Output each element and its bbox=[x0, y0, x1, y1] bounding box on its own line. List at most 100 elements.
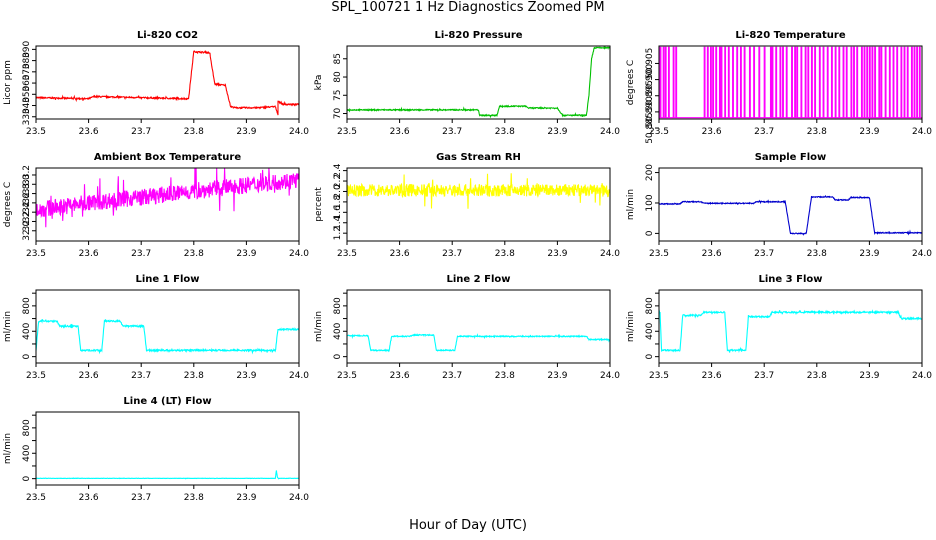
y-tick-label: 33.2 bbox=[22, 165, 32, 185]
x-tick-label: 23.6 bbox=[79, 127, 99, 137]
x-tick-label: 23.8 bbox=[807, 249, 827, 259]
y-axis-label: kPa bbox=[314, 75, 324, 91]
plot-frame bbox=[658, 167, 923, 242]
y-axis-label: Licor ppm bbox=[3, 60, 13, 105]
x-tick-label: 23.6 bbox=[702, 249, 722, 259]
y-tick-label: 0 bbox=[645, 230, 655, 236]
x-tick-label: 24.0 bbox=[289, 371, 309, 381]
plot-frame bbox=[346, 289, 611, 364]
y-tick-label: 800 bbox=[333, 297, 343, 314]
plot-frame bbox=[346, 167, 611, 242]
y-tick-label: 1.6 bbox=[333, 205, 343, 220]
x-tick-label: 23.8 bbox=[184, 371, 204, 381]
series-line bbox=[658, 309, 923, 354]
y-tick-label: 50.885 bbox=[645, 112, 655, 144]
series-line bbox=[346, 173, 611, 209]
chart-panel: Sample Flow ml/min 23.5 23.6 23.7 23.8 23.9 24.… bbox=[626, 152, 932, 259]
x-tick-label: 23.7 bbox=[131, 249, 151, 259]
y-tick-label: 800 bbox=[22, 297, 32, 314]
chart-title: Ambient Box Temperature bbox=[94, 152, 241, 163]
y-tick-label: 80 bbox=[333, 71, 343, 83]
x-tick-label: 23.7 bbox=[442, 249, 462, 259]
x-tick-label: 23.6 bbox=[79, 371, 99, 381]
chart-panel: Line 1 Flow ml/min 23.5 23.6 23.7 23.8 23.9 24.… bbox=[3, 274, 309, 381]
plot-frame bbox=[346, 45, 611, 120]
x-tick-label: 23.9 bbox=[547, 249, 567, 259]
x-tick-label: 23.8 bbox=[495, 127, 515, 137]
chart-panel: Ambient Box Temperature degrees C 23.5 23.6… bbox=[3, 152, 309, 259]
y-tick-label: 330 bbox=[22, 108, 32, 125]
x-tick-label: 23.7 bbox=[754, 127, 774, 137]
plot-frame bbox=[658, 289, 923, 364]
x-tick-label: 23.7 bbox=[442, 127, 462, 137]
chart-title: Line 4 (LT) Flow bbox=[123, 396, 211, 407]
y-tick-label: 2.0 bbox=[333, 184, 343, 199]
y-tick-label: 32.6 bbox=[22, 193, 32, 213]
x-tick-label: 24.0 bbox=[600, 249, 620, 259]
y-tick-label: 1.8 bbox=[333, 194, 343, 209]
x-tick-label: 23.7 bbox=[442, 371, 462, 381]
chart-panel: Li-820 Pressure kPa 23.5 23.6 23.7 23.8 23.9 24… bbox=[314, 30, 620, 137]
x-tick-label: 23.8 bbox=[495, 249, 515, 259]
y-axis-label: ml/min bbox=[3, 433, 13, 464]
x-tick-label: 23.8 bbox=[807, 127, 827, 137]
y-tick-label: 50.905 bbox=[645, 48, 655, 79]
y-tick-label: 1.4 bbox=[333, 215, 343, 230]
x-tick-label: 23.7 bbox=[131, 127, 151, 137]
x-tick-label: 24.0 bbox=[289, 127, 309, 137]
x-tick-label: 23.6 bbox=[79, 493, 99, 503]
x-tick-label: 23.8 bbox=[184, 493, 204, 503]
series-line bbox=[35, 470, 300, 480]
y-tick-label: 0 bbox=[22, 476, 32, 482]
y-tick-label: 32.4 bbox=[22, 202, 32, 222]
y-axis-label: degrees C bbox=[3, 182, 13, 227]
x-tick-label: 23.9 bbox=[859, 127, 879, 137]
y-tick-label: 32.8 bbox=[22, 183, 32, 203]
y-tick-label: 50.900 bbox=[645, 64, 655, 96]
x-tick-label: 24.0 bbox=[912, 371, 932, 381]
x-tick-label: 23.6 bbox=[702, 371, 722, 381]
x-tick-label: 24.0 bbox=[912, 127, 932, 137]
x-tick-label: 24.0 bbox=[289, 249, 309, 259]
x-tick-label: 23.5 bbox=[337, 249, 357, 259]
plot-frame bbox=[35, 289, 300, 364]
plot-frame bbox=[35, 167, 300, 242]
chart-title: Li-820 CO2 bbox=[137, 30, 198, 41]
x-tick-label: 23.9 bbox=[859, 371, 879, 381]
y-axis-label: ml/min bbox=[626, 189, 636, 220]
chart-panel: Line 3 Flow ml/min 23.5 23.6 23.7 23.8 23.9 24.… bbox=[626, 274, 932, 381]
y-tick-label: 800 bbox=[645, 297, 655, 314]
series-line bbox=[659, 46, 922, 119]
plot-frame bbox=[658, 45, 923, 120]
y-tick-label: 400 bbox=[645, 322, 655, 339]
x-tick-label: 23.5 bbox=[26, 127, 46, 137]
x-tick-label: 24.0 bbox=[912, 249, 932, 259]
y-tick-label: 50.890 bbox=[645, 96, 655, 128]
figure-x-axis-label: Hour of Day (UTC) bbox=[409, 518, 527, 533]
x-tick-label: 24.0 bbox=[600, 127, 620, 137]
chart-title: Line 3 Flow bbox=[759, 274, 823, 285]
chart-panel: Li-820 Temperature degrees C 23.5 23.6 23.7 2… bbox=[626, 30, 932, 144]
x-tick-label: 23.6 bbox=[390, 371, 410, 381]
y-axis-label: ml/min bbox=[314, 311, 324, 342]
x-tick-label: 23.6 bbox=[390, 127, 410, 137]
x-tick-label: 23.9 bbox=[236, 249, 256, 259]
chart-title: Gas Stream RH bbox=[436, 152, 521, 163]
y-tick-label: 1.2 bbox=[333, 226, 343, 240]
x-tick-label: 23.6 bbox=[79, 249, 99, 259]
chart-panel: Line 4 (LT) Flow ml/min 23.5 23.6 23.7 23.8 23… bbox=[3, 396, 309, 503]
y-axis-label: percent bbox=[314, 187, 324, 222]
x-tick-label: 23.5 bbox=[649, 371, 669, 381]
chart-panel: Line 2 Flow ml/min 23.5 23.6 23.7 23.8 23.9 24.… bbox=[314, 274, 620, 381]
y-tick-label: 380 bbox=[22, 52, 32, 69]
x-tick-label: 23.8 bbox=[807, 371, 827, 381]
x-tick-label: 23.6 bbox=[390, 249, 410, 259]
y-tick-label: 800 bbox=[22, 419, 32, 436]
y-tick-label: 400 bbox=[333, 322, 343, 339]
y-tick-label: 340 bbox=[22, 97, 32, 114]
x-tick-label: 23.9 bbox=[236, 493, 256, 503]
series-line bbox=[346, 333, 611, 353]
x-tick-label: 23.7 bbox=[754, 371, 774, 381]
x-tick-label: 23.5 bbox=[337, 371, 357, 381]
